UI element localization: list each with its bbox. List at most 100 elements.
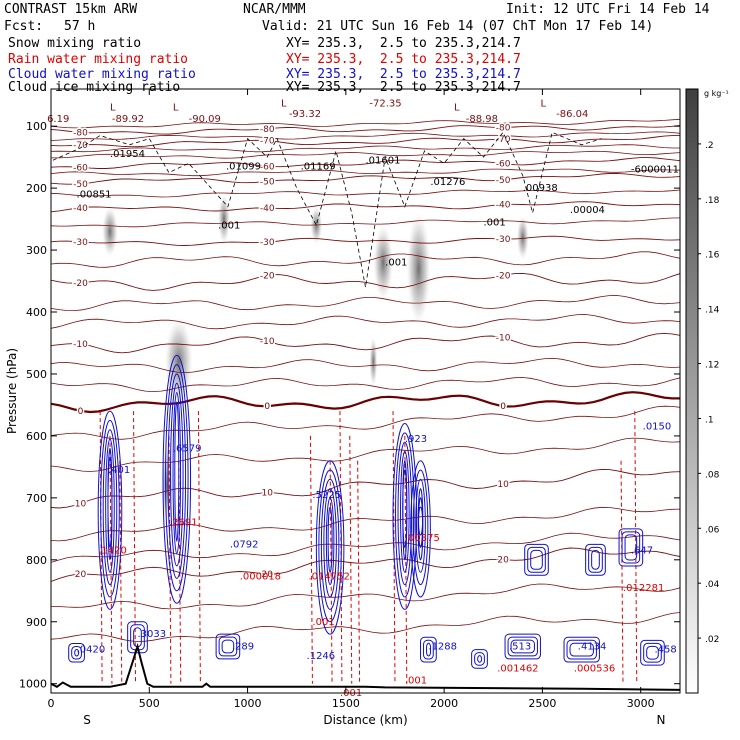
isotherm-label: 10 (75, 499, 87, 509)
tropopause-label: -93.32 (289, 109, 321, 120)
isotherm-label: 0 (78, 407, 84, 417)
field-xy-cloud-ice: XY= 235.3, 2.5 to 235.3,214.7 (286, 80, 521, 95)
field-xy-rain: XY= 235.3, 2.5 to 235.3,214.7 (286, 52, 521, 67)
cloud-water-contour (218, 636, 238, 657)
isotherm-label: 10 (497, 480, 509, 490)
isotherm-line (51, 583, 680, 610)
cloud-water-contour (624, 534, 638, 561)
isotherm-line (51, 357, 680, 374)
cloud-water-max-label: .6579 (173, 443, 202, 454)
snow-max-label: .00938 (523, 183, 558, 194)
cloud-water-contour (400, 450, 410, 573)
isotherm-line (51, 157, 680, 169)
init-time: Init: 12 UTC Fri 14 Feb 14 (506, 2, 710, 17)
y-tick-label: 500 (26, 368, 47, 381)
cloud-water-max-label: .0150 (643, 422, 672, 433)
cloud-water-contour (588, 546, 603, 573)
tropopause-label: -86.04 (556, 109, 588, 120)
isotherm-line (51, 251, 680, 268)
isotherm-label: -30 (496, 235, 511, 245)
y-axis-title: Pressure (hPa) (5, 348, 19, 434)
cloud-water-contour (172, 392, 182, 555)
isotherm-label: 0 (500, 402, 506, 412)
cloud-water-contour (174, 401, 180, 542)
tropopause-label: L (454, 103, 460, 114)
isotherm-line (51, 172, 680, 185)
snow-shading-blob (102, 206, 118, 257)
isotherm-line (51, 332, 680, 354)
cloud-water-max-label: .289 (232, 642, 254, 653)
y-tick-label: 800 (26, 554, 47, 567)
cloud-water-contour (426, 642, 432, 657)
cloud-water-max-label: .647 (631, 546, 653, 557)
cloud-water-contour (418, 506, 424, 536)
snow-max-label: .001 (483, 217, 505, 228)
isotherm-line (51, 168, 680, 177)
snow-max-label: .00851 (77, 189, 112, 200)
isotherm-line (51, 150, 680, 159)
terrain-line (51, 642, 680, 691)
cloud-water-max-label: .401 (108, 465, 130, 476)
cloud-water-contour (395, 432, 415, 598)
isotherm-label: -50 (260, 177, 275, 187)
colorbar-tick-label: .02 (705, 635, 719, 645)
rain-max-label: .000536 (574, 663, 615, 674)
colorbar-tick-label: .16 (705, 251, 720, 261)
y-tick-label: 300 (26, 244, 47, 257)
snow-shading-blob (406, 212, 431, 325)
snow-max-label: .01099 (226, 162, 261, 173)
rain-max-label: .014752 (308, 572, 349, 583)
isotherm-line (51, 314, 680, 330)
cloud-water-contour (327, 506, 333, 573)
rain-contour (133, 411, 137, 684)
cloud-water-contour (621, 531, 641, 564)
isotherm-line (51, 468, 680, 509)
isotherm-label: -70 (260, 137, 275, 147)
north-label: N (657, 713, 666, 727)
rain-contour (197, 411, 201, 684)
x-tick-label: 1000 (234, 697, 262, 710)
isotherm-label: -30 (260, 238, 275, 248)
y-tick-label: 600 (26, 430, 47, 443)
isotherm-layer: -80 -80 -80-70 -70 -70-60 -60 -60-50 -50 -50-40-… (51, 118, 680, 642)
cloud-water-contour (566, 639, 597, 660)
field-label-layer: L-89.92L-90.09L-93.32-72.35 L-88.98L-86.0… (47, 98, 679, 699)
cloud-water-contour (618, 528, 644, 567)
isotherm-label: 20 (75, 570, 87, 580)
snow-max-label: .001 (385, 258, 407, 269)
cloud-water-contour (402, 469, 408, 548)
isotherm-label: -20 (260, 271, 275, 281)
cloud-water-contour (471, 649, 488, 669)
field-name-cloud-water: Cloud water mixing ratio (8, 67, 196, 82)
cloud-water-contour (323, 488, 337, 598)
cloud-water-contour (105, 438, 115, 573)
isotherm-label: -80 (260, 125, 275, 135)
isotherm-label: -20 (496, 272, 511, 282)
cloud-water-contour (507, 636, 538, 657)
org-label: NCAR/MMM (243, 2, 306, 17)
cloud-water-contour (415, 478, 426, 573)
cloud-water-contour (420, 636, 437, 663)
snow-max-label: .001 (218, 220, 240, 231)
cloud-water-max-label: .4134 (578, 642, 607, 653)
tropopause-label: L (281, 98, 287, 109)
rain-max-label: .00375 (405, 533, 440, 544)
cloud-water-contour (320, 478, 340, 610)
isotherm-line (51, 405, 680, 440)
cloud-water-contour (170, 382, 184, 567)
cloud-water-contour (102, 429, 118, 586)
cloud-water-contour (100, 419, 120, 598)
cloud-water-contour (527, 546, 546, 573)
isotherm-label: -80 (73, 128, 88, 138)
valid-time: Valid: 21 UTC Sun 16 Feb 14 (07 ChT Mon … (262, 19, 654, 34)
isotherm-label: -80 (496, 123, 511, 133)
freezing-level-line (51, 391, 680, 414)
cloud-water-max-label: .0792 (230, 539, 259, 550)
colorbar-tick-label: .18 (705, 196, 720, 206)
y-tick-label: 100 (26, 120, 47, 133)
rain-max-label: .012281 (623, 583, 664, 594)
isotherm-label: -40 (73, 204, 88, 214)
cloud-water-max-label: .1246 (307, 651, 336, 662)
cloud-water-contour (410, 460, 431, 598)
tropopause-label: L (540, 98, 546, 109)
